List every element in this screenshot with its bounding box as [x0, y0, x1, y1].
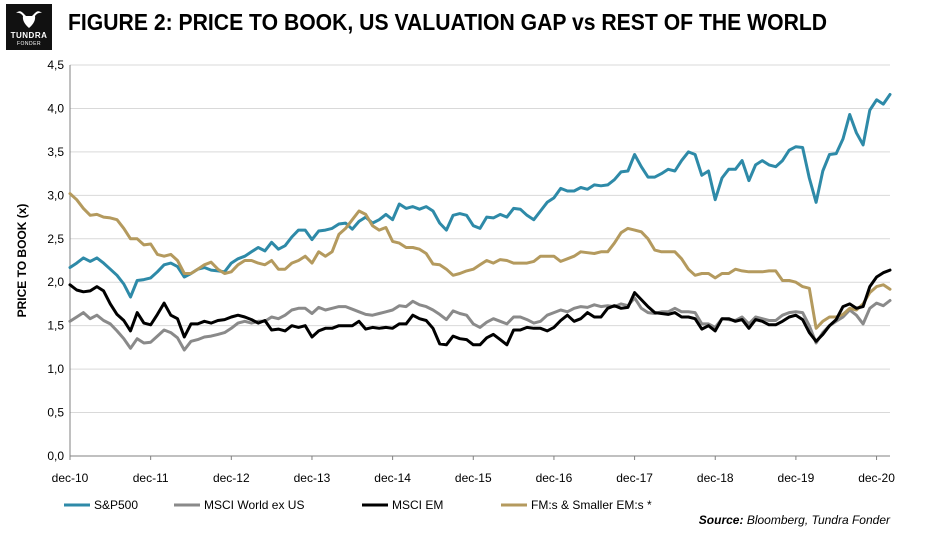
y-tick-label: 3,0 — [47, 188, 64, 202]
logo-subtitle: FONDER — [16, 41, 42, 47]
x-tick-label: dec-14 — [374, 471, 411, 485]
legend-label: FM:s & Smaller EM:s * — [531, 498, 652, 512]
tundra-logo: TUNDRA FONDER — [6, 4, 52, 50]
x-tick-label: dec-12 — [213, 471, 250, 485]
source-note: Source: Bloomberg, Tundra Fonder — [699, 513, 890, 527]
x-tick-label: dec-10 — [52, 471, 89, 485]
y-tick-label: 3,5 — [47, 145, 64, 159]
legend-label: MSCI World ex US — [204, 498, 304, 512]
y-tick-label: 0,5 — [47, 406, 64, 420]
x-tick-label: dec-19 — [778, 471, 815, 485]
y-tick-label: 4,5 — [47, 58, 64, 72]
logo-name: TUNDRA — [10, 31, 48, 40]
y-tick-label: 1,5 — [47, 319, 64, 333]
x-tick-label: dec-18 — [697, 471, 734, 485]
y-axis-label: PRICE TO BOOK (x) — [15, 204, 29, 318]
y-tick-label: 2,0 — [47, 275, 64, 289]
x-tick-label: dec-16 — [536, 471, 573, 485]
x-tick-label: dec-17 — [616, 471, 653, 485]
x-tick-label: dec-13 — [294, 471, 331, 485]
series-line-0 — [68, 93, 892, 299]
y-tick-label: 1,0 — [47, 362, 64, 376]
y-tick-label: 2,5 — [47, 232, 64, 246]
y-tick-label: 4,0 — [47, 101, 64, 115]
x-tick-label: dec-15 — [455, 471, 492, 485]
series-line-2 — [68, 268, 892, 347]
legend-label: MSCI EM — [392, 498, 443, 512]
legend-label: S&P500 — [94, 498, 138, 512]
ox-head-icon — [16, 11, 42, 29]
y-tick-label: 0,0 — [47, 449, 64, 463]
x-tick-label: dec-20 — [858, 471, 895, 485]
series-line-3 — [68, 192, 892, 330]
series-line-1 — [68, 296, 892, 352]
chart-title: FIGURE 2: PRICE TO BOOK, US VALUATION GA… — [68, 9, 828, 35]
source-label: Source: — [698, 513, 744, 527]
source-text: Bloomberg, Tundra Fonder — [746, 513, 890, 527]
x-tick-label: dec-11 — [133, 471, 169, 485]
